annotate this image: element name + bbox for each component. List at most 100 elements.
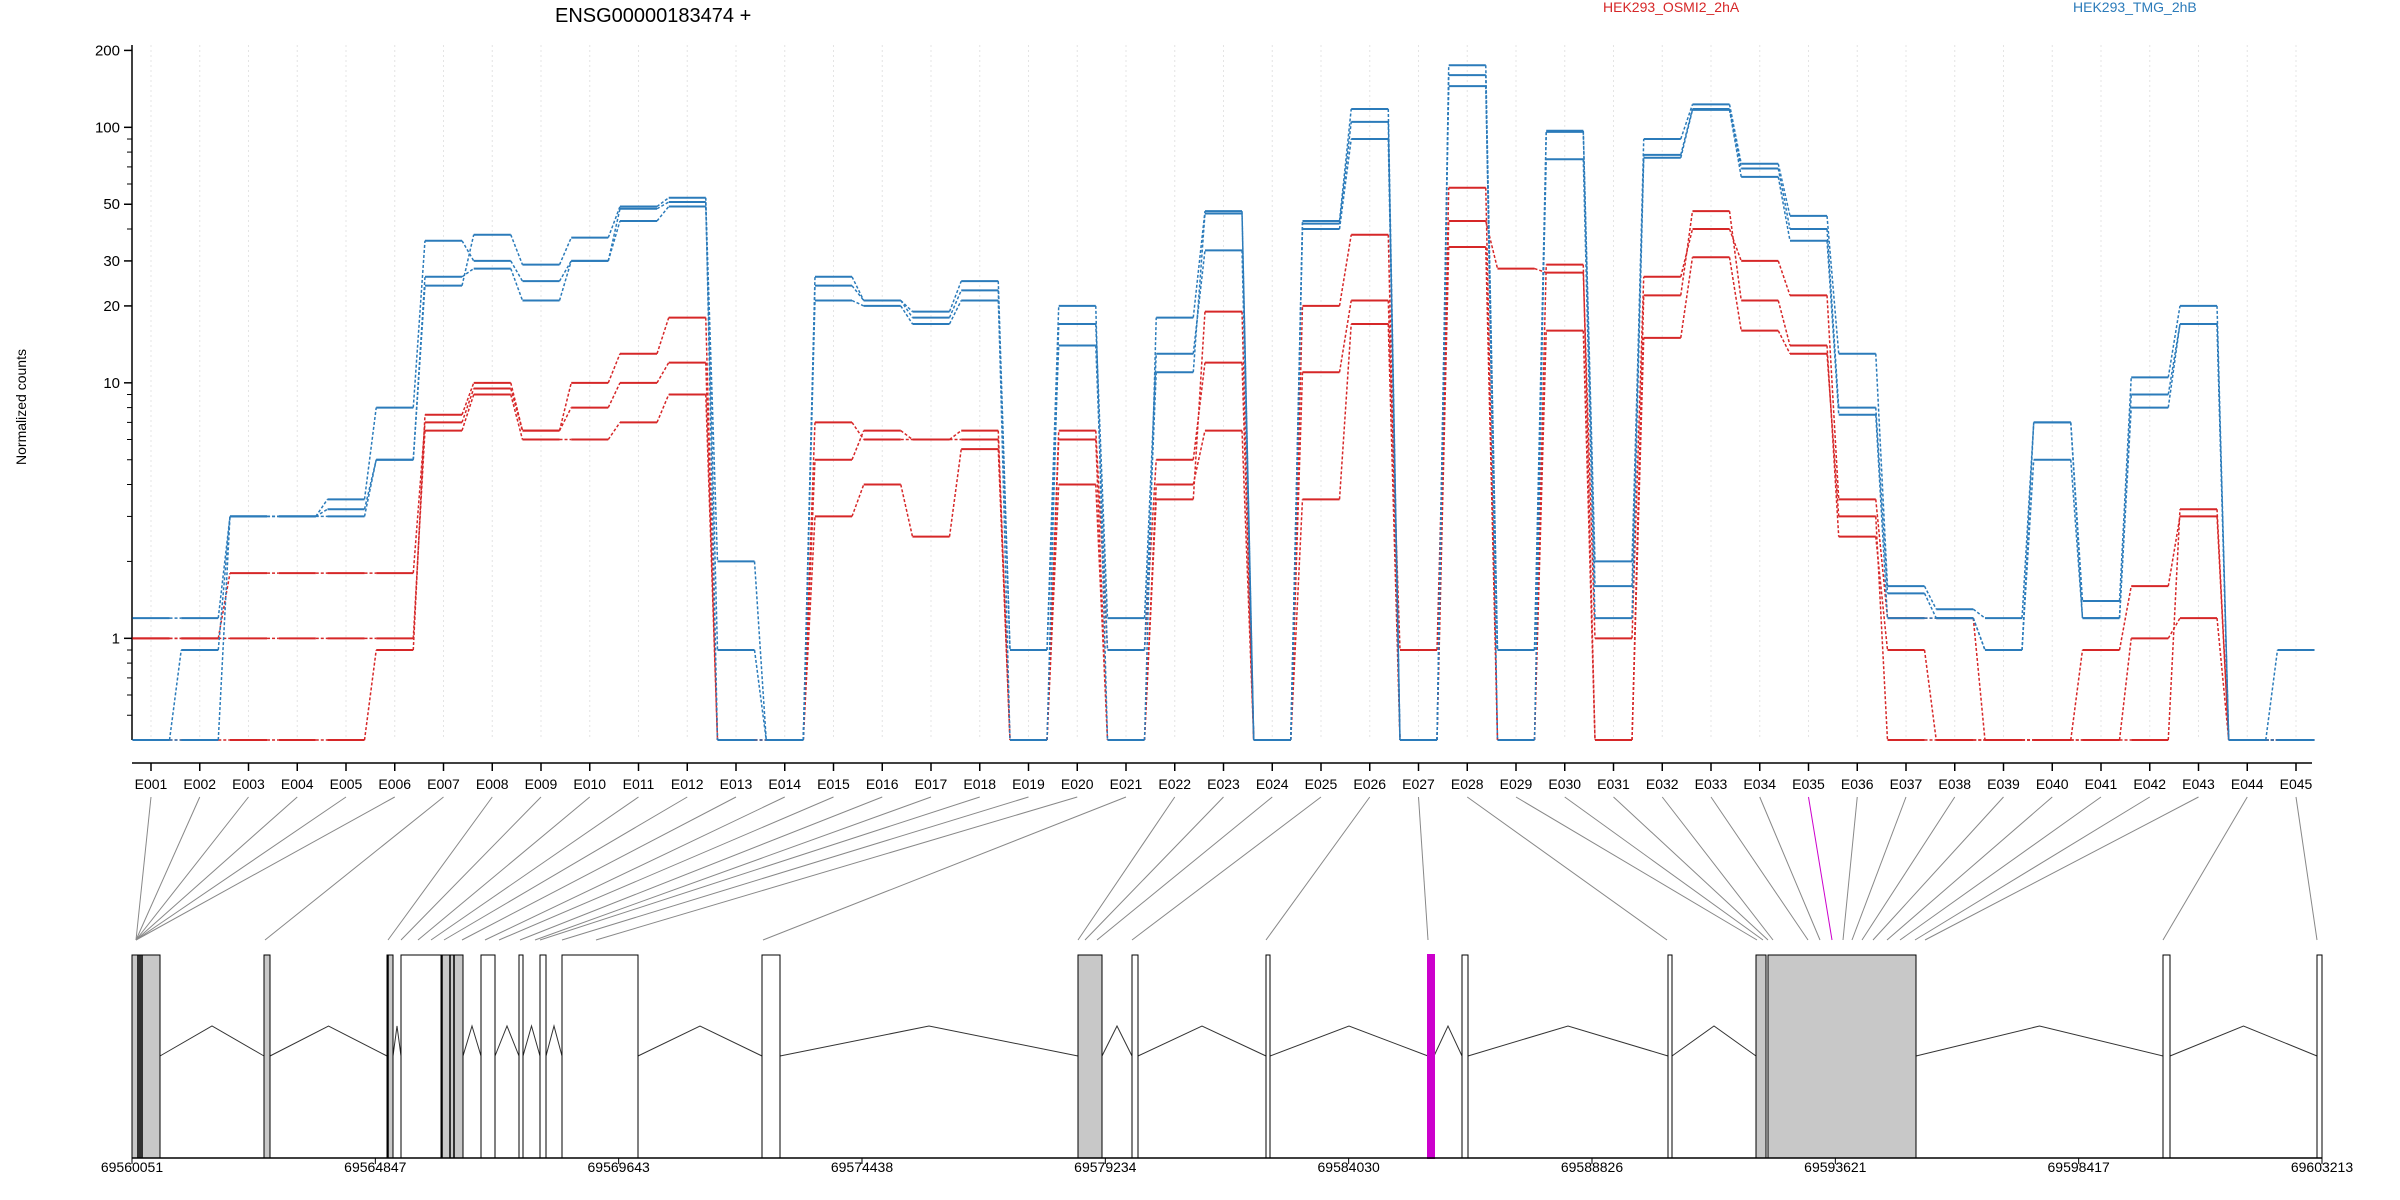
exon-transition: [1534, 267, 1547, 274]
exon-transition: [558, 407, 572, 431]
x-tick-label-e040: E040: [2036, 776, 2069, 792]
exon-transition: [1680, 257, 1694, 338]
exon-transition: [1875, 536, 1889, 651]
exon-transition: [1436, 220, 1450, 651]
exon-transition: [656, 197, 670, 208]
connector-e025: [1131, 796, 1322, 941]
x-tick-label-e016: E016: [866, 776, 899, 792]
exon-transition: [1680, 104, 1694, 140]
genome-tick-label: 69560051: [101, 1159, 164, 1175]
connector-e038: [1861, 796, 1956, 941]
exon-transition: [900, 299, 913, 313]
exon-transition: [900, 430, 913, 441]
connector-e019: [561, 796, 1029, 941]
exon-block: [1667, 954, 1673, 1159]
exon-transition: [851, 285, 865, 301]
intron-link: [1269, 1025, 1429, 1057]
x-tick-label-e002: E002: [183, 776, 216, 792]
connector-e003: [135, 796, 249, 941]
x-tick-label-e037: E037: [1890, 776, 1923, 792]
exon-transition: [1192, 311, 1206, 500]
exon-transition: [997, 281, 1011, 651]
exon-transition: [510, 382, 524, 431]
exon-transition: [363, 649, 377, 741]
exon-transition: [510, 234, 524, 265]
exon-transition: [558, 260, 572, 301]
exon-transition: [1923, 593, 1937, 619]
exon-transition: [2021, 422, 2035, 619]
connector-e013: [461, 796, 737, 941]
exon-transition: [2167, 305, 2181, 378]
connector-e002: [135, 796, 201, 941]
exon-transition: [948, 449, 962, 537]
exon-transition: [2216, 323, 2230, 741]
exon-transition: [1241, 362, 1255, 741]
exon-transition: [1338, 300, 1352, 373]
x-tick-label-e043: E043: [2182, 776, 2215, 792]
x-tick-label-e018: E018: [963, 776, 996, 792]
exon-transition: [2216, 618, 2230, 741]
connector-e018: [539, 796, 980, 941]
intron-link: [1101, 1024, 1133, 1057]
genome-tick-label: 69593621: [1804, 1159, 1867, 1175]
x-tick-label-e004: E004: [281, 776, 314, 792]
x-tick-label-e027: E027: [1402, 776, 1435, 792]
exon-transition: [1875, 414, 1889, 619]
exon-transition: [2118, 377, 2132, 602]
exon-transition: [1192, 213, 1206, 373]
x-tick-label-e019: E019: [1012, 776, 1045, 792]
connector-e004: [135, 796, 298, 941]
x-tick-label-e045: E045: [2280, 776, 2313, 792]
exon-transition: [607, 382, 621, 408]
exon-transition: [1777, 163, 1791, 217]
x-tick-label-e009: E009: [525, 776, 558, 792]
exon-transition: [1143, 499, 1157, 741]
exon-transition: [851, 484, 865, 517]
connector-e020: [595, 796, 1078, 941]
exon-transition: [1826, 240, 1840, 415]
exon-transition: [1533, 130, 1547, 651]
exon-transition: [217, 516, 231, 741]
exon-transition: [1875, 353, 1889, 587]
connector-e023: [1084, 796, 1224, 941]
exon-transition: [1777, 176, 1791, 241]
connector-e028: [1466, 796, 1668, 941]
exon-transition: [2070, 422, 2084, 602]
exon-transition: [461, 382, 475, 416]
chart-title: ENSG00000183474 +: [555, 5, 751, 27]
exon-transition: [607, 421, 621, 440]
exon-transition: [1290, 220, 1304, 741]
exon-transition: [558, 260, 572, 282]
exon-transition: [948, 280, 962, 312]
x-tick-label-e034: E034: [1743, 776, 1776, 792]
exon-transition: [1241, 211, 1255, 741]
exon-transition: [558, 237, 572, 265]
exon-transition: [1875, 407, 1889, 594]
exon-transition: [1533, 264, 1547, 741]
exon-connectors: [135, 796, 2318, 941]
intron-link: [269, 1025, 388, 1057]
exon-transition: [1680, 109, 1694, 158]
connector-e011: [430, 796, 639, 941]
exon-transition: [1387, 300, 1401, 651]
exon-block: [1767, 954, 1917, 1159]
intron-link: [392, 1025, 402, 1057]
connector-e006: [135, 796, 395, 941]
connector-e033: [1710, 796, 1809, 941]
connector-e041: [1899, 796, 2102, 941]
exon-transition: [1192, 430, 1206, 485]
exon-transition: [2118, 407, 2132, 619]
exon-transition: [510, 394, 524, 440]
y-tick-label: 100: [95, 119, 120, 136]
exon-transition: [1046, 323, 1060, 741]
connector-e040: [1886, 796, 2053, 941]
x-tick-label-e042: E042: [2133, 776, 2166, 792]
connector-e039: [1872, 796, 2004, 941]
exon-transition: [1192, 211, 1206, 318]
exon-block: [2162, 954, 2171, 1159]
exon-transition: [1972, 608, 1986, 619]
x-tick-label-e036: E036: [1841, 776, 1874, 792]
x-tick-label-e011: E011: [623, 776, 655, 792]
intron-link: [1433, 1024, 1463, 1057]
exon-transition: [2118, 586, 2132, 651]
